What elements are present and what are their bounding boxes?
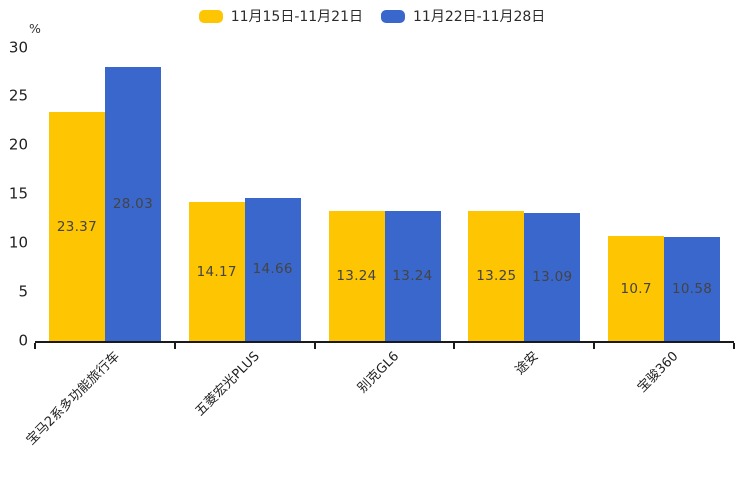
legend-label-week1: 11月15日-11月21日 [230,9,363,25]
y-tick-label: 0 [18,331,28,350]
legend-swatch-week1-icon [198,9,223,23]
category-label: 五菱宏光PLUS [192,349,263,420]
x-axis-tick [733,343,735,349]
legend-swatch-week2-icon [381,9,405,23]
bar-value-label: 23.37 [56,218,97,235]
bar-series2-cat4: 13.09 [524,212,581,341]
y-tick-label: 15 [8,184,28,203]
x-axis-line [35,341,734,343]
x-axis-tick [313,343,316,349]
y-axis-unit-label: % [29,21,41,36]
legend-label-week2: 11月22日-11月28日 [413,9,546,25]
legend-item-week1: 11月15日-11月21日 [198,6,363,26]
y-tick-label: 20 [8,135,28,154]
x-axis-tick [453,343,456,349]
x-axis-tick [593,343,596,349]
x-axis-tick [34,343,36,349]
bar-value-label: 13.09 [532,268,573,285]
bar-value-label: 14.17 [196,263,237,280]
category-label: 宝马2系多功能旅行车 [23,349,123,449]
bar-series1-cat4: 13.25 [468,211,525,341]
legend-item-week2: 11月22日-11月28日 [381,6,545,26]
category-label: 途安 [512,349,542,379]
category-label: 宝骏360 [635,349,682,396]
bar-series2-cat3: 13.24 [384,211,441,341]
bar-series1-cat3: 13.24 [328,211,385,341]
x-axis-tick [173,343,176,349]
y-tick-label: 30 [8,38,28,56]
bar-value-label: 28.03 [112,195,153,212]
y-tick-label: 25 [8,86,28,105]
bar-value-label: 13.24 [336,268,377,285]
bar-value-label: 13.25 [476,268,517,285]
bar-series2-cat1: 28.03 [104,66,161,341]
y-tick-label: 10 [8,233,28,252]
legend: 11月15日-11月21日 11月22日-11月28日 [0,6,744,26]
y-tick-label: 5 [18,282,28,301]
bar-series2-cat2: 14.66 [244,197,301,341]
bar-value-label: 10.58 [672,281,713,298]
bar-value-label: 14.66 [252,261,293,278]
category-label: 别克GL6 [355,349,403,397]
bar-series1-cat2: 14.17 [188,202,245,341]
bar-series2-cat5: 10.58 [664,237,721,341]
bar-value-label: 10.7 [620,280,652,297]
bar-series1-cat5: 10.7 [608,236,665,341]
bar-value-label: 13.24 [392,268,433,285]
bar-series1-cat1: 23.37 [48,112,105,341]
